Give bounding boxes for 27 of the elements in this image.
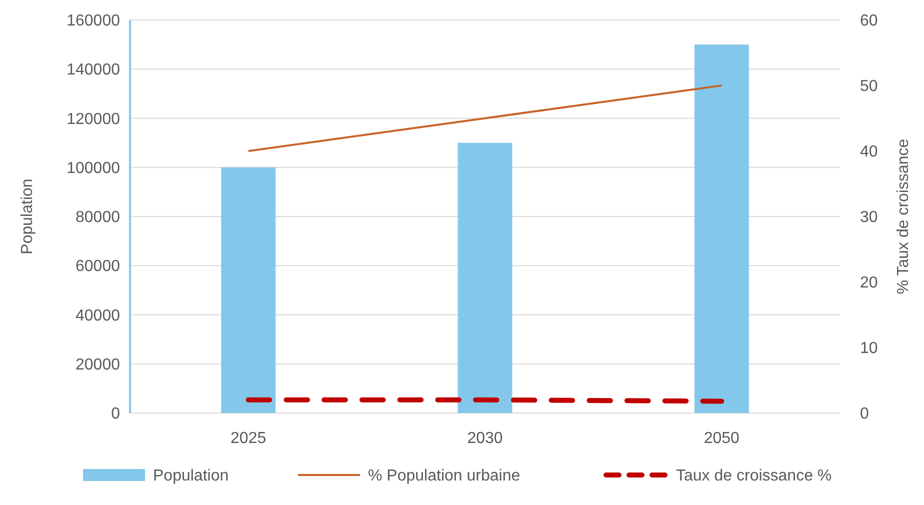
y2-tick-label: 20	[860, 274, 878, 292]
y2-tick-label: 10	[860, 340, 878, 358]
y-tick-label: 160000	[66, 12, 120, 30]
y-axis-title: Population	[19, 178, 36, 254]
y2-tick-label: 50	[860, 78, 878, 96]
y2-axis-title: % Taux de croissance	[895, 138, 912, 294]
legend-label: % Population urbaine	[368, 468, 520, 485]
y2-tick-label: 0	[860, 406, 869, 423]
bar	[694, 44, 749, 413]
y2-tick-label: 40	[860, 144, 878, 161]
legend-label: Taux de croissance %	[676, 468, 832, 485]
y2-tick-label: 60	[860, 12, 878, 30]
y-tick-label: 140000	[66, 62, 120, 79]
y-tick-label: 100000	[66, 160, 120, 177]
y-tick-label: 80000	[76, 209, 120, 226]
y-tick-label: 120000	[66, 110, 120, 128]
x-tick-label: 2050	[704, 430, 740, 447]
x-tick-label: 2030	[467, 430, 503, 447]
bar	[221, 167, 276, 413]
bar	[458, 142, 512, 413]
y-tick-label: 0	[111, 406, 120, 423]
y2-tick-label: 30	[860, 209, 878, 226]
x-tick-label: 2025	[230, 430, 266, 447]
legend-label: Population	[153, 468, 229, 485]
y-tick-label: 60000	[76, 258, 120, 276]
y-tick-label: 20000	[76, 356, 120, 374]
y-tick-label: 40000	[76, 307, 120, 324]
